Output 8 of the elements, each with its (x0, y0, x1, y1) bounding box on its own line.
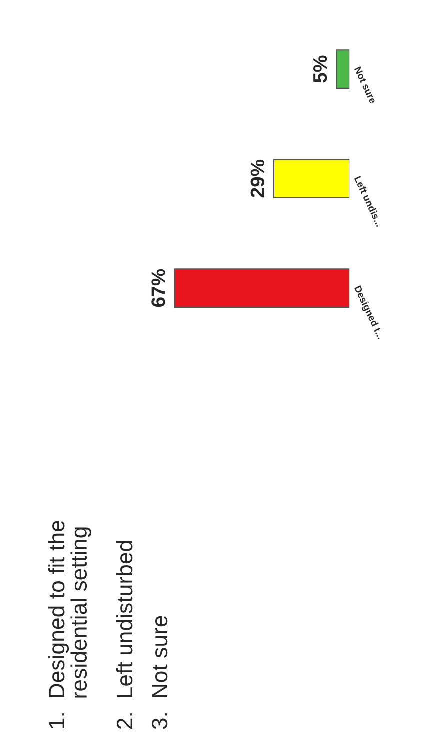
data-label: 29% (250, 160, 265, 198)
data-label: 67% (152, 269, 166, 308)
y-tick-label: Left undis... (354, 176, 384, 228)
y-tick-label: Not sure (354, 66, 377, 104)
text: 1. Designed to fit the residential setting (48, 521, 92, 728)
data-label: 5% (313, 56, 328, 83)
text: 2. Left undisturbed (116, 541, 133, 729)
text: 3. Not sure (152, 616, 168, 730)
